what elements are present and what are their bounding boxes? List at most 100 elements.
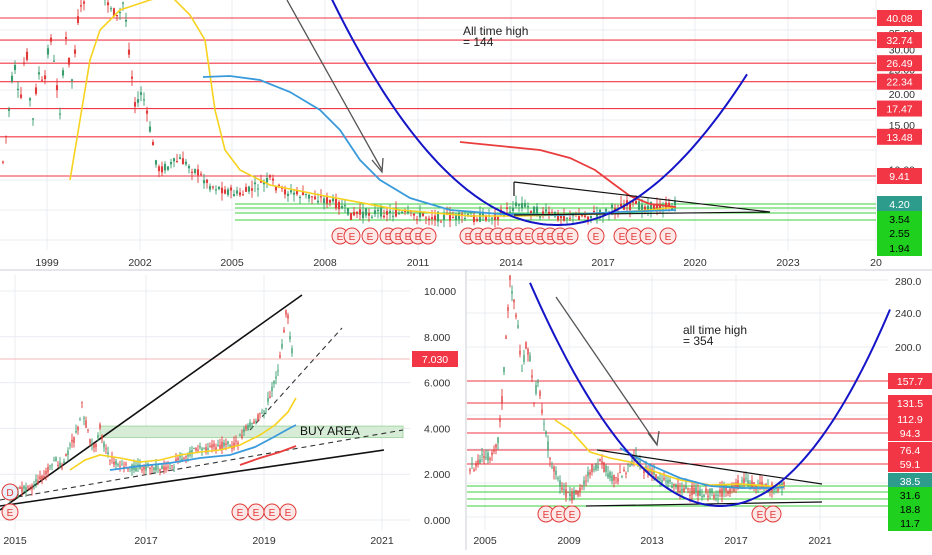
event-marker-label: E — [645, 232, 652, 243]
panel-top: 35.0030.0025.0020.0015.0010.00EEEEEEEEEE… — [0, 0, 922, 269]
candle-body — [595, 214, 599, 217]
candle-body — [671, 486, 673, 488]
candle-body — [25, 51, 29, 60]
candle-body — [358, 209, 362, 215]
candle-body — [205, 179, 209, 183]
candle-body — [475, 218, 479, 222]
price-tag-label: 17.47 — [886, 104, 912, 116]
candle-body — [343, 205, 347, 207]
candle-body — [759, 482, 761, 485]
candle-body — [763, 485, 765, 489]
candle-body — [697, 490, 699, 496]
candle-body — [243, 428, 245, 433]
candle-body — [628, 202, 632, 210]
candle-body — [107, 452, 109, 455]
parabola-curve — [331, 0, 748, 226]
candle-body — [95, 444, 97, 448]
candle-body — [109, 459, 111, 461]
event-marker-label: E — [543, 510, 550, 521]
event-marker-label: E — [757, 510, 764, 521]
price-tag-box — [412, 351, 458, 368]
candle-body — [241, 194, 245, 196]
price-tag-label: 7.030 — [422, 354, 448, 366]
event-marker-circle — [587, 227, 605, 245]
event-marker-circle — [1, 503, 19, 521]
price-tag: 32.74 — [877, 32, 922, 49]
candle-body — [527, 348, 529, 355]
candle-body — [394, 209, 398, 217]
buy-area-label: BUY AREA — [300, 424, 360, 438]
candle-body — [13, 64, 17, 71]
candle-body — [1, 161, 5, 163]
candle-body — [575, 489, 577, 495]
candle-body — [172, 158, 176, 162]
candle-body — [652, 204, 656, 210]
candle-body — [325, 197, 329, 204]
candle-body — [541, 211, 545, 215]
candle-body — [281, 344, 283, 349]
candle-body — [157, 166, 161, 172]
event-marker-label: E — [567, 232, 574, 243]
price-tag-label: 11.7 — [900, 518, 920, 530]
trend-arrow — [286, 0, 383, 171]
candle-body — [496, 216, 500, 220]
candle-body — [28, 98, 32, 101]
candle-body — [203, 448, 205, 450]
candle-body — [85, 420, 87, 428]
candle-body — [25, 487, 27, 492]
event-marker-circle — [561, 227, 579, 245]
candle-body — [177, 457, 179, 460]
candle-body — [223, 442, 225, 447]
candle-body — [439, 221, 443, 223]
candle-body — [328, 199, 332, 203]
event-marker: E — [247, 503, 265, 521]
candle-body — [515, 314, 517, 318]
candle-body — [166, 166, 170, 170]
candle-body — [73, 49, 77, 54]
candle-body — [45, 471, 47, 475]
x-tick-label: 2021 — [370, 535, 394, 547]
candle-body — [673, 201, 677, 206]
price-tag: 18.8 — [888, 501, 932, 517]
candle-body — [749, 482, 751, 484]
x-tick-label: 2005 — [473, 535, 497, 547]
price-tag-box — [877, 168, 922, 184]
candle-body — [615, 477, 617, 479]
candle-body — [277, 184, 281, 186]
price-tag-box — [877, 32, 922, 49]
candle-body — [113, 461, 115, 465]
price-tag: 3.54 — [877, 211, 922, 227]
price-tag: 131.5 — [888, 395, 932, 411]
candle-body — [70, 79, 74, 81]
candle-body — [211, 186, 215, 188]
candle-body — [497, 437, 499, 444]
candle-body — [283, 189, 287, 195]
candle-body — [565, 488, 567, 498]
event-marker-label: E — [557, 232, 564, 243]
candle-body — [653, 471, 655, 475]
candle-body — [603, 462, 605, 472]
candle-body — [279, 355, 281, 358]
candle-body — [513, 299, 515, 303]
candle-body — [533, 402, 535, 404]
candle-body — [217, 186, 221, 190]
candle-body — [707, 495, 709, 498]
candle-body — [663, 477, 665, 480]
candle-body — [659, 477, 661, 480]
candle-body — [187, 454, 189, 457]
candle-body — [551, 466, 553, 468]
candle-body — [539, 391, 541, 397]
candle-body — [430, 217, 434, 219]
candle-body — [143, 466, 145, 470]
price-tag: 2.55 — [877, 225, 922, 241]
candle-body — [687, 488, 689, 490]
price-tag: 157.7 — [888, 373, 932, 389]
candle-body — [553, 466, 555, 472]
candle-body — [53, 460, 55, 462]
candle-body — [649, 201, 653, 211]
candle-body — [245, 426, 247, 429]
ma-slow-line — [109, 424, 297, 471]
price-tag-label: 18.8 — [900, 504, 921, 516]
candle-body — [489, 458, 491, 460]
